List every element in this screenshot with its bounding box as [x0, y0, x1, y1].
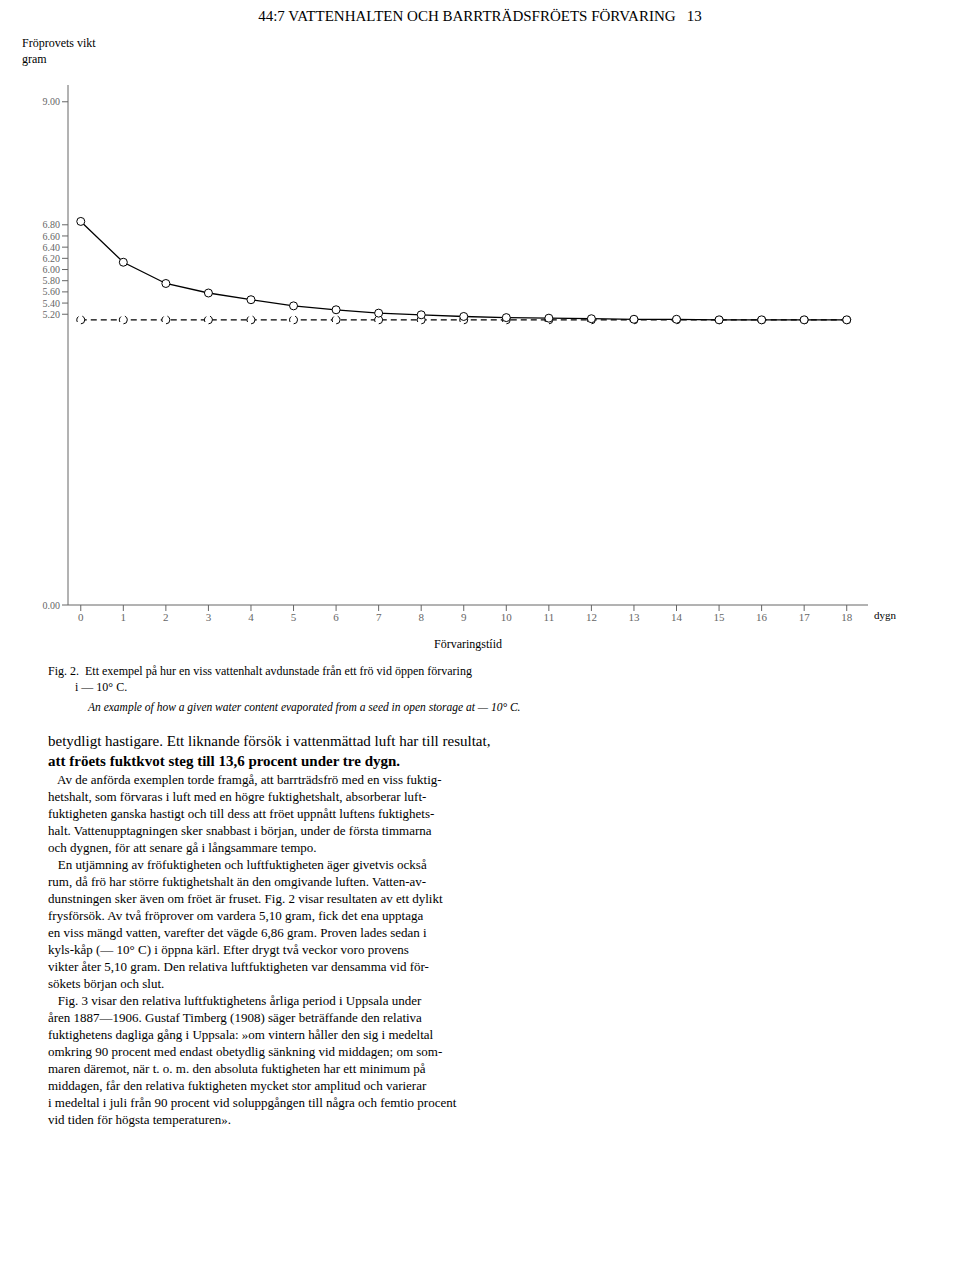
svg-text:18: 18	[841, 611, 853, 623]
svg-text:12: 12	[586, 611, 597, 623]
svg-text:5.60: 5.60	[43, 286, 61, 297]
html-text:hetshalt, som förvaras i luft: hetshalt, som förvaras i luft med en hög…	[48, 789, 427, 804]
svg-text:5: 5	[291, 611, 297, 623]
svg-text:9.00: 9.00	[43, 96, 61, 107]
svg-text:10: 10	[501, 611, 512, 623]
html-text:middagen, får den relativa fuk: middagen, får den relativa fuktigheten m…	[48, 1078, 427, 1093]
html-text:vikter åter 5,10 gram. Den rel: vikter åter 5,10 gram. Den relativa luft…	[48, 959, 429, 974]
html-text:omkring 90 procent med endast: omkring 90 procent med endast obetydlig …	[48, 1044, 443, 1059]
svg-text:0.00: 0.00	[43, 600, 61, 611]
svg-text:7: 7	[376, 611, 382, 623]
html-text:maren däremot, när t. o. m. de: maren däremot, när t. o. m. den absoluta…	[48, 1061, 426, 1076]
html-text:Fig. 2. Ett exempel på hur en: Fig. 2. Ett exempel på hur en viss vatte…	[48, 664, 472, 678]
html-text:i medeltal i juli från 90 proc: i medeltal i juli från 90 procent vid so…	[48, 1095, 457, 1110]
html-text:vid tiden för högsta temperatu: vid tiden för högsta temperaturen».	[48, 1112, 231, 1127]
html-text:gram: gram	[22, 52, 47, 66]
svg-text:5.20: 5.20	[43, 309, 61, 320]
svg-text:5.40: 5.40	[43, 298, 61, 309]
svg-text:1: 1	[121, 611, 127, 623]
html-text:En utjämning av fröfuktigheten: En utjämning av fröfuktigheten och luftf…	[48, 857, 427, 872]
svg-text:14: 14	[671, 611, 683, 623]
svg-text:0: 0	[78, 611, 84, 623]
svg-text:6.40: 6.40	[43, 242, 61, 253]
html-text:halt. Vattenupptagningen sker: halt. Vattenupptagningen sker snabbast i…	[48, 823, 432, 838]
svg-text:6.20: 6.20	[43, 253, 61, 264]
html-text:Fröprovets vikt: Fröprovets vikt	[22, 36, 96, 50]
svg-text:6: 6	[333, 611, 339, 623]
html-text:i — 10° C.: i — 10° C.	[48, 680, 128, 694]
svg-text:5.80: 5.80	[43, 275, 61, 286]
html-text:rum, då frö har större fuktigh: rum, då frö har större fuktighetshalt än…	[48, 874, 427, 889]
svg-text:11: 11	[544, 611, 555, 623]
svg-text:15: 15	[714, 611, 726, 623]
html-text:betydligt hastigare. Ett likna: betydligt hastigare. Ett liknande försök…	[48, 733, 491, 749]
html-text:fuktighetens dagliga gång i Up: fuktighetens dagliga gång i Uppsala: »om…	[48, 1027, 434, 1042]
html-text:Av de anförda exemplen torde f: Av de anförda exemplen torde framgå, att…	[48, 772, 442, 787]
svg-text:17: 17	[799, 611, 811, 623]
html-text:44:7 VATTENHALTEN OCH BARRTRÄD: 44:7 VATTENHALTEN OCH BARRTRÄDSFRÖETS FÖ…	[258, 8, 702, 24]
svg-text:4: 4	[248, 611, 254, 623]
html-text:dunstningen sker även om fröet: dunstningen sker även om fröet är fruset…	[48, 891, 443, 906]
html-text:dygn: dygn	[874, 609, 896, 621]
html-text:fuktigheten ganska hastigt och: fuktigheten ganska hastigt och till dess…	[48, 806, 435, 821]
html-text:och dygnen, för att senare gå: och dygnen, för att senare gå i långsamm…	[48, 840, 317, 855]
html-text:sökets början och slut.: sökets början och slut.	[48, 976, 165, 991]
svg-text:9: 9	[461, 611, 467, 623]
html-text:att fröets fuktkvot steg till: att fröets fuktkvot steg till 13,6 proce…	[48, 753, 401, 769]
svg-text:16: 16	[756, 611, 768, 623]
html-text:An example of how a given wate: An example of how a given water content …	[88, 701, 521, 713]
svg-text:6.00: 6.00	[43, 264, 61, 275]
html-text:en viss mängd vatten, varefter: en viss mängd vatten, varefter det vägde…	[48, 925, 427, 940]
svg-text:6.80: 6.80	[43, 219, 61, 230]
html-text:Fig. 3 visar den relativa luft: Fig. 3 visar den relativa luftfuktighete…	[48, 993, 422, 1008]
html-text:frysförsök. Av två fröprover o: frysförsök. Av två fröprover om vardera …	[48, 908, 424, 923]
svg-text:Förvaringstíid: Förvaringstíid	[434, 637, 502, 651]
svg-text:8: 8	[418, 611, 424, 623]
html-text:åren 1887—1906. Gustaf Timberg: åren 1887—1906. Gustaf Timberg (1908) sä…	[48, 1010, 422, 1025]
svg-text:3: 3	[206, 611, 212, 623]
svg-text:13: 13	[628, 611, 640, 623]
svg-text:2: 2	[163, 611, 169, 623]
html-text:kyls-kåp (— 10° C) i öppna kär: kyls-kåp (— 10° C) i öppna kärl. Efter d…	[48, 942, 409, 957]
svg-text:6.60: 6.60	[43, 231, 61, 242]
